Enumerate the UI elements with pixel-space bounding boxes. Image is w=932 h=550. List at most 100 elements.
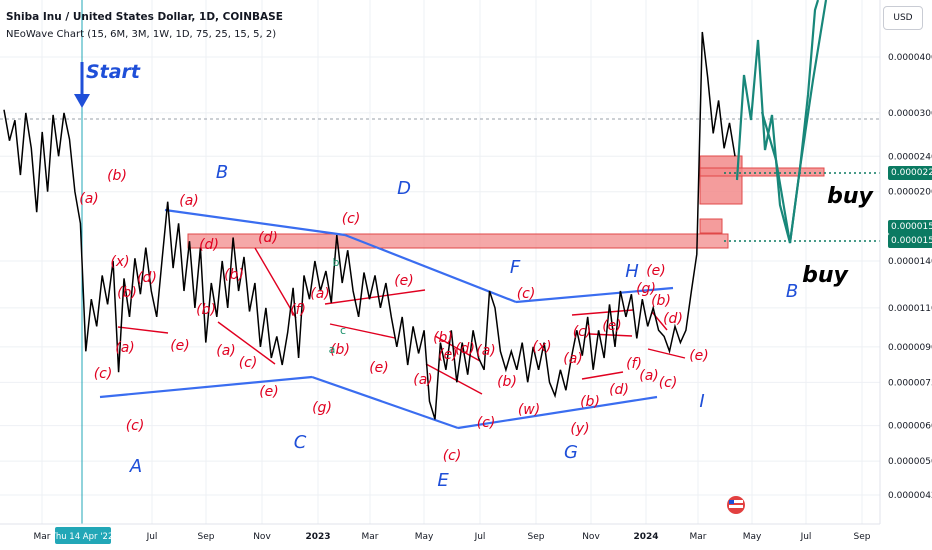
sub-wave-label: (a)	[115, 340, 135, 356]
x-tick-label: Jul	[146, 532, 158, 542]
x-tick-label: Jul	[474, 532, 486, 542]
sub-wave-label: (b)	[107, 168, 127, 184]
minor-wave-label: a	[329, 343, 336, 356]
sub-wave-label: (e)	[369, 360, 389, 376]
sub-wave-label: (e)	[394, 273, 414, 289]
sub-wave-label: (d)	[258, 230, 278, 246]
zone-band	[699, 167, 825, 177]
sub-wave-label: (w)	[518, 402, 540, 418]
sub-wave-label: (c)	[443, 448, 462, 464]
y-tick-label: 0.00000500	[888, 457, 932, 467]
x-tick-label: Sep	[528, 532, 545, 542]
minor-wave-label: c	[340, 324, 346, 337]
x-tick-label: Jul	[800, 532, 812, 542]
trend-lines	[99, 208, 674, 430]
sub-wave-label: (a)	[563, 351, 583, 367]
wave-label-c: C	[294, 432, 307, 453]
sub-wave-label: (c)	[517, 286, 536, 302]
x-tick-label: Mar	[690, 532, 707, 542]
x-tick-label: Sep	[198, 532, 215, 542]
sub-wave-label: (a)	[179, 193, 199, 209]
y-tick-label: 0.00002400	[888, 152, 932, 162]
wave-label-e: E	[437, 470, 449, 491]
x-tick-label: May	[415, 532, 434, 542]
sub-wave-label: (c)	[94, 366, 113, 382]
sub-wave-label: (d)	[609, 382, 629, 398]
wave-label-b: B	[786, 281, 798, 302]
crosshair-date-bg	[55, 527, 111, 544]
price-tag-1580: 0.00001580	[888, 220, 932, 234]
sub-wave-label: (c)	[126, 418, 145, 434]
y-tick-label: 0.00000750	[888, 378, 932, 388]
sub-wave-label: (c)	[659, 375, 678, 391]
sub-wave-label: (d)	[663, 311, 683, 327]
sub-wave-label: (e)	[170, 338, 190, 354]
zone-small	[699, 218, 723, 234]
x-tick-label: May	[743, 532, 762, 542]
buy-label-1: buy	[827, 184, 874, 209]
price-tag-2211: 0.00002211	[888, 166, 932, 180]
price-line	[3, 31, 736, 420]
sub-wave-label: (c)	[342, 211, 361, 227]
sub-wave-label: (b)	[224, 267, 244, 283]
sub-wave-label: (b)	[196, 302, 216, 318]
sub-wave-label: (e)	[689, 348, 709, 364]
sub-wave-label: (c)	[573, 324, 592, 340]
start-label: Start	[86, 61, 141, 83]
sub-wave-label: (a)	[79, 191, 99, 207]
sub-wave-label: (b)	[117, 285, 137, 301]
x-tick-label: Mar	[34, 532, 51, 542]
sub-wave-label: (g)	[312, 400, 332, 416]
sub-wave-label: (b)	[433, 330, 453, 346]
y-tick-label: 0.00003000	[888, 109, 932, 119]
sub-wave-label: (b)	[497, 374, 517, 390]
y-tick-label: 0.00004000	[888, 53, 932, 63]
sub-wave-label: (a)	[216, 343, 236, 359]
sub-wave-label: (c)	[239, 355, 258, 371]
wave-label-a: A	[129, 456, 142, 477]
sub-wave-label: (a)	[476, 343, 496, 359]
sub-wave-label: (a)	[310, 286, 330, 302]
wave-label-h: H	[625, 261, 639, 282]
y-tick-label: 0.00000900	[888, 343, 932, 353]
sub-wave-label: (e)	[602, 318, 622, 334]
sub-wave-label: (d)	[199, 237, 219, 253]
y-tick-label: 0.00000420	[888, 491, 932, 501]
sub-wave-label: (x)	[532, 339, 551, 355]
sub-wave-label: (f)	[290, 302, 306, 318]
sub-wave-label: (f)	[626, 356, 642, 372]
buy-label-2: buy	[802, 263, 849, 288]
y-tick-label: 0.00001100	[888, 304, 932, 314]
indicator-label[interactable]: NEoWave Chart (15, 6M, 3M, 1W, 1D, 75, 2…	[6, 29, 277, 40]
sub-wave-label: (a)	[639, 368, 659, 384]
wave-label-d: D	[397, 178, 411, 199]
chart-title: Shiba Inu / United States Dollar, 1D, CO…	[6, 11, 283, 23]
wave-label-i: I	[699, 391, 704, 412]
wave-label-b: B	[216, 162, 228, 183]
start-arrow-head	[74, 94, 90, 108]
sub-wave-label: (d)	[137, 270, 157, 286]
sub-wave-label: (x)	[110, 254, 129, 270]
tradingview-flag-icon[interactable]	[727, 496, 745, 514]
currency-button[interactable]: USD	[883, 6, 923, 30]
x-tick-label: 2023	[305, 532, 330, 542]
sub-wave-label: (y)	[570, 421, 589, 437]
x-tick-label: Nov	[253, 532, 271, 542]
resistance-zone	[187, 233, 729, 249]
x-tick-label: Sep	[854, 532, 871, 542]
zone-upper	[699, 155, 743, 205]
sub-wave-label: (c)	[477, 415, 496, 431]
x-tick-label: Thu 14 Apr '22	[50, 532, 114, 542]
sub-wave-label: (b)	[330, 342, 350, 358]
sub-wave-label: (d)	[455, 341, 475, 357]
sub-wave-label: (b)	[580, 394, 600, 410]
sub-wave-label: (g)	[636, 281, 656, 297]
time-axis	[0, 524, 880, 550]
x-tick-label: Mar	[362, 532, 379, 542]
x-tick-label: 2024	[633, 532, 658, 542]
wave-label-g: G	[564, 442, 578, 463]
sub-wave-label: (b)	[651, 293, 671, 309]
sub-wave-label: (e)	[259, 384, 279, 400]
y-tick-label: 0.00002000	[888, 188, 932, 198]
